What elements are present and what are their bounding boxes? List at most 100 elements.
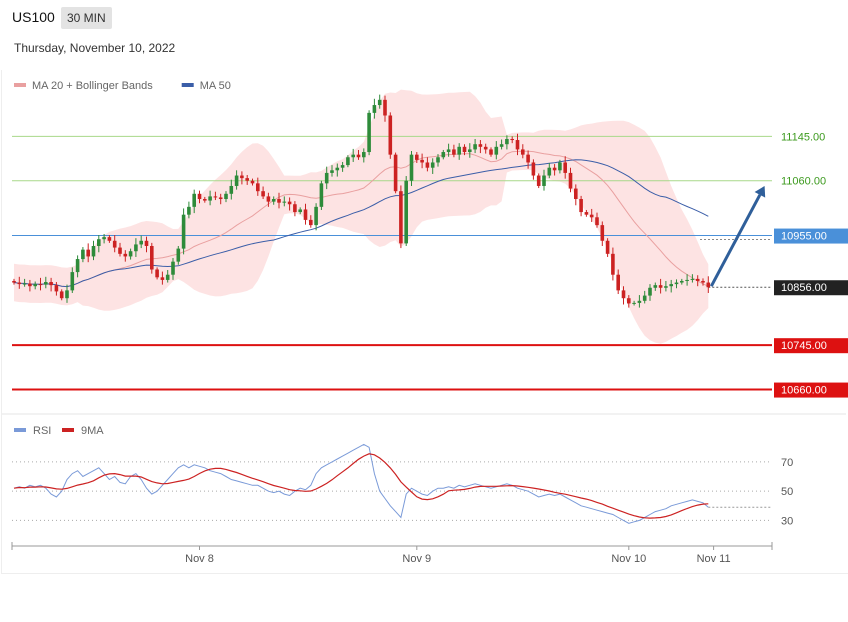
candle-body <box>319 183 324 207</box>
candle-body <box>462 146 467 153</box>
candle-body <box>674 282 679 285</box>
candle-41 <box>229 179 234 200</box>
candle-74 <box>404 176 408 246</box>
candle-10 <box>65 284 69 303</box>
candle-122 <box>658 278 663 294</box>
candle-48 <box>266 192 271 207</box>
candle-body <box>552 167 557 171</box>
candle-body <box>425 162 430 168</box>
level-label-10955.00: 10955.00 <box>781 231 827 243</box>
rsi-legend-swatch-0 <box>14 428 26 432</box>
arrow-head <box>754 186 766 198</box>
legend-label-0: MA 20 + Bollinger Bands <box>32 80 153 92</box>
candle-body <box>165 274 170 280</box>
candle-50 <box>277 192 281 209</box>
candle-body <box>346 157 350 166</box>
level-label-11060.00: 11060.00 <box>781 176 826 188</box>
candle-body <box>515 140 520 150</box>
candle-body <box>176 248 181 262</box>
candle-34 <box>192 189 196 214</box>
candle-67 <box>367 110 371 156</box>
candle-6 <box>44 276 48 289</box>
rsi-pane: 70 50 30 <box>12 443 793 527</box>
candle-40 <box>224 191 228 203</box>
candle-body <box>499 144 504 147</box>
candle-17 <box>102 233 106 244</box>
candle-body <box>144 240 149 246</box>
candle-62 <box>340 161 345 172</box>
candle-body <box>271 199 276 202</box>
candle-body <box>483 146 488 150</box>
candle-90 <box>489 147 493 157</box>
rsi-legend-swatch-1 <box>62 428 74 432</box>
candle-129 <box>695 275 700 287</box>
candle-body <box>356 154 361 158</box>
candle-body <box>595 217 599 226</box>
candle-body <box>706 282 711 288</box>
candle-100 <box>542 169 546 191</box>
candle-body <box>536 175 541 186</box>
level-labels: 11145.00 11060.00 10955.00 10856.00 10745.00… <box>774 131 848 398</box>
candle-56 <box>309 215 313 228</box>
chart-header: US100 30 MIN Thursday, November 10, 2022 <box>0 0 848 70</box>
candle-39 <box>218 193 223 205</box>
rsi-level-label-50: 50 <box>781 486 793 498</box>
candle-104 <box>563 156 567 179</box>
candle-124 <box>669 279 673 293</box>
candle-98 <box>531 159 536 180</box>
candle-75 <box>409 150 414 186</box>
candle-105 <box>568 167 573 193</box>
candle-85 <box>462 144 467 156</box>
symbol-label[interactable]: US100 <box>12 9 55 25</box>
candle-body <box>282 201 287 203</box>
candle-79 <box>430 158 435 174</box>
candle-73 <box>399 185 403 249</box>
candle-71 <box>388 112 393 159</box>
candle-body <box>409 154 414 181</box>
candle-78 <box>425 157 430 172</box>
candle-112 <box>605 238 610 257</box>
rsi-legend: RSI 9MA <box>14 425 104 437</box>
candle-80 <box>436 154 440 167</box>
candle-body <box>430 162 435 168</box>
candle-body <box>324 172 329 184</box>
candle-110 <box>595 212 599 228</box>
candle-body <box>112 240 117 248</box>
candlesticks <box>12 94 711 308</box>
candle-body <box>139 240 143 245</box>
timeframe-button[interactable]: 30 MIN <box>61 7 112 29</box>
candle-35 <box>197 190 202 204</box>
candle-body <box>669 284 673 287</box>
level-label-10745.00: 10745.00 <box>781 340 827 352</box>
candle-body <box>266 196 271 202</box>
candle-101 <box>547 162 552 179</box>
candle-29 <box>165 270 170 283</box>
rsi-line <box>13 443 709 524</box>
candle-51 <box>282 196 287 207</box>
level-tag-10955.00 <box>774 228 848 244</box>
candle-body <box>489 149 493 155</box>
time-tick-label-2: Nov 10 <box>611 553 646 565</box>
candle-body <box>521 149 525 155</box>
candle-53 <box>293 201 297 217</box>
candle-body <box>107 237 112 241</box>
legend-swatch-1 <box>181 83 194 87</box>
legend-label-1: MA 50 <box>200 80 231 92</box>
candle-54 <box>298 207 302 215</box>
candle-body <box>446 149 451 153</box>
candle-body <box>415 154 419 160</box>
candle-38 <box>213 191 218 201</box>
candle-body <box>441 152 446 158</box>
candle-body <box>505 138 509 145</box>
candle-body <box>399 191 403 244</box>
candle-body <box>192 193 196 207</box>
candle-body <box>208 196 212 201</box>
forecast-arrow <box>709 186 766 287</box>
legend-swatch-0 <box>14 83 26 87</box>
candle-body <box>75 259 80 273</box>
candle-body <box>589 214 594 218</box>
candle-19 <box>112 235 117 253</box>
candle-body <box>303 209 308 220</box>
candle-8 <box>54 282 59 296</box>
